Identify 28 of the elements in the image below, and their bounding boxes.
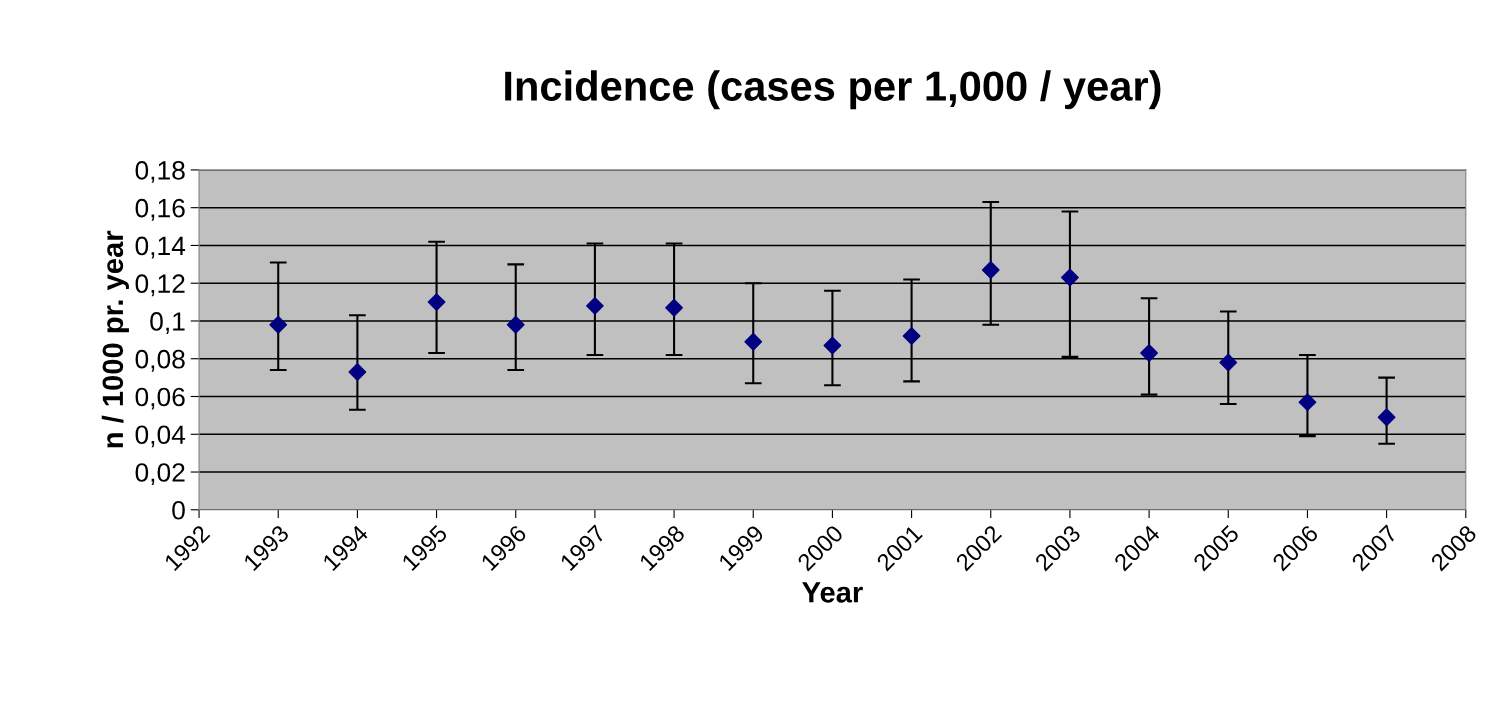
point bbox=[427, 293, 446, 312]
point bbox=[1298, 393, 1317, 412]
x-axis-title: Year bbox=[802, 582, 863, 603]
y-tick-label: 0,06 bbox=[135, 387, 185, 410]
y-tick-label: 0,14 bbox=[135, 236, 186, 259]
y-tick-label: 0,02 bbox=[135, 463, 185, 485]
y-tick-label: 0,1 bbox=[150, 312, 185, 334]
y-axis-title: n / 1000 pr. year bbox=[101, 230, 129, 448]
y-tick-label: 0,12 bbox=[135, 274, 185, 297]
y-tick-label: 0 bbox=[172, 500, 185, 520]
y-tick-label: 0,18 bbox=[135, 161, 185, 183]
y-tick-label: 0,04 bbox=[135, 425, 186, 448]
point bbox=[1219, 353, 1238, 372]
point bbox=[823, 336, 842, 355]
point bbox=[1377, 408, 1396, 427]
y-tick-label: 0,08 bbox=[135, 349, 185, 372]
point bbox=[348, 363, 367, 381]
point bbox=[1140, 344, 1159, 362]
chart-title: Incidence (cases per 1,000 / year) bbox=[505, 70, 1161, 110]
point bbox=[744, 332, 763, 351]
point bbox=[665, 298, 683, 317]
point bbox=[902, 327, 921, 345]
point bbox=[506, 315, 525, 334]
point bbox=[981, 261, 1000, 279]
y-tick-label: 0,16 bbox=[135, 198, 185, 221]
point bbox=[1061, 268, 1079, 287]
point bbox=[585, 296, 604, 315]
point bbox=[269, 315, 288, 334]
